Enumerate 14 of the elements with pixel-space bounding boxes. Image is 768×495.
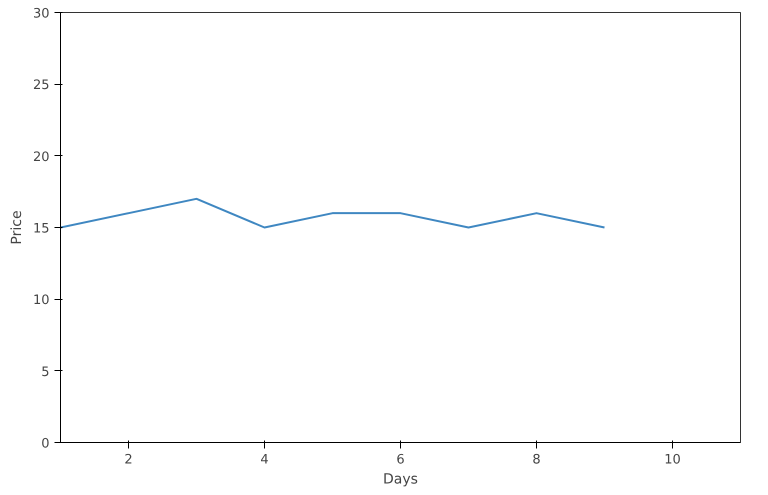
x-tick-label: 6 [396,452,405,468]
y-tick-label: 20 [32,150,50,165]
y-tick-label: 25 [32,78,50,94]
y-tick-label: 15 [32,222,50,236]
x-tick-label: 4 [260,452,269,468]
y-tick-label: 30 [32,6,50,22]
y-tick-label: 10 [32,293,50,308]
x-tick-label: 10 [664,452,681,468]
y-tick-label: 5 [41,364,50,380]
x-tick-label: 8 [532,452,541,468]
x-tick-label: 2 [124,452,133,468]
y-tick-label: 0 [41,436,50,452]
x-axis-title: Days [383,472,418,488]
y-axis-title: Price [8,210,25,245]
